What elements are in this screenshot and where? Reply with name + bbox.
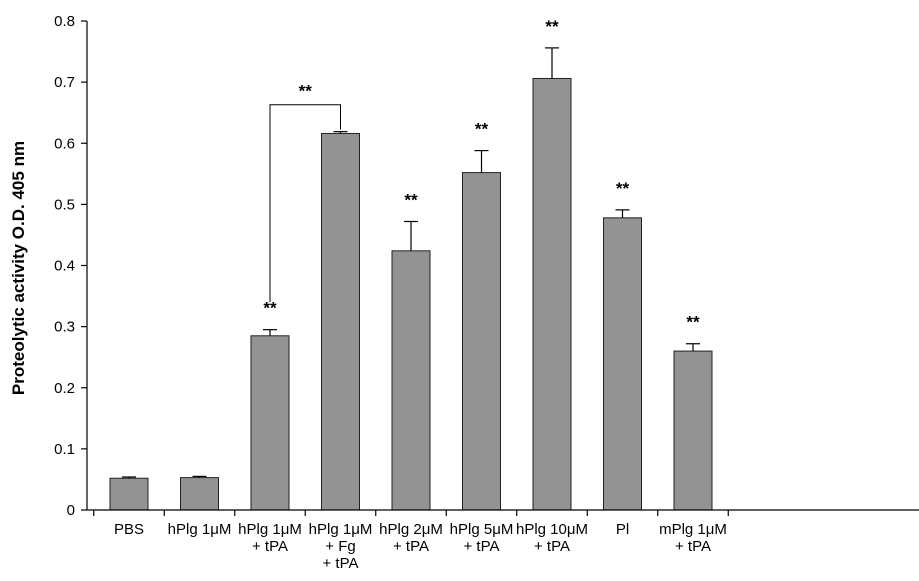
bar [180,477,219,511]
x-tick-label: hPlg 5μM + tPA [450,521,514,555]
error-bar [545,47,559,79]
significance-marker: ** [686,313,700,332]
axes-layer [81,20,919,516]
y-tick-label: 0 [67,502,75,519]
x-tick-label: hPlg 2μM + tPA [379,521,443,555]
bar [391,250,431,511]
error-bar [263,329,277,336]
y-tick-label: 0.5 [54,196,75,213]
x-tick-label: hPlg 1μM + Fg + tPA [309,521,373,572]
x-tick-label: Pl [616,521,629,538]
x-tick-label-line: hPlg 10μM [516,521,588,538]
y-tick-label: 0.4 [54,258,75,275]
x-tick-label-line: mPlg 1μM [659,521,727,538]
x-tick-label-line: Pl [616,521,629,538]
bar [673,350,713,511]
x-tick-label-line: + tPA [323,555,359,572]
x-tick-label-line: PBS [114,521,144,538]
y-tick-label: 0.3 [54,319,75,336]
x-tick-label-line: hPlg 1μM [238,521,302,538]
significance-marker: ** [545,17,559,36]
bar [250,335,290,511]
x-tick-label-line: + tPA [393,538,429,555]
bars-layer [109,77,713,511]
x-tick-label-line: + tPA [464,538,500,555]
significance-marker: ** [475,120,489,139]
x-tick-label-line: + tPA [252,538,288,555]
x-tick-label: hPlg 10μM + tPA [516,521,588,555]
error-bar [192,475,207,478]
x-tick-label-line: hPlg 1μM [168,521,232,538]
bracket-significance-label: ** [299,82,313,101]
error-bar [615,209,630,218]
x-tick-label: mPlg 1μM + tPA [659,521,727,555]
x-tick-label: PBS [114,521,144,538]
bar [109,477,149,511]
comparison-bracket [269,104,341,303]
x-tick-label-line: hPlg 1μM [309,521,373,538]
significance-marker: ** [616,179,630,198]
y-tick-label: 0.1 [54,441,75,458]
bar [603,217,642,511]
bar [462,172,501,511]
error-bar [686,343,700,352]
error-bar [333,131,348,134]
y-tick-label: 0.8 [54,13,75,30]
x-tick-label-line: + Fg [325,538,355,555]
error-bar [404,220,418,251]
x-tick-label-line: + tPA [534,538,570,555]
error-bar [474,149,489,173]
x-tick-label-line: hPlg 5μM [450,521,514,538]
x-tick-label: hPlg 1μM [168,521,232,538]
error-bars-layer [122,47,700,479]
y-tick-label: 0.6 [54,135,75,152]
error-bar [122,476,136,479]
y-tick-label: 0.7 [54,74,75,91]
y-axis-label: Proteolytic activity O.D. 405 nm [9,141,28,395]
y-tick-label: 0.2 [54,380,75,397]
significance-marker: ** [404,190,418,209]
significance-marker: ** [263,299,277,318]
bar [532,77,572,511]
bar [321,132,360,511]
x-tick-label: hPlg 1μM + tPA [238,521,302,555]
x-tick-label-line: hPlg 2μM [379,521,443,538]
x-tick-label-line: + tPA [675,538,711,555]
